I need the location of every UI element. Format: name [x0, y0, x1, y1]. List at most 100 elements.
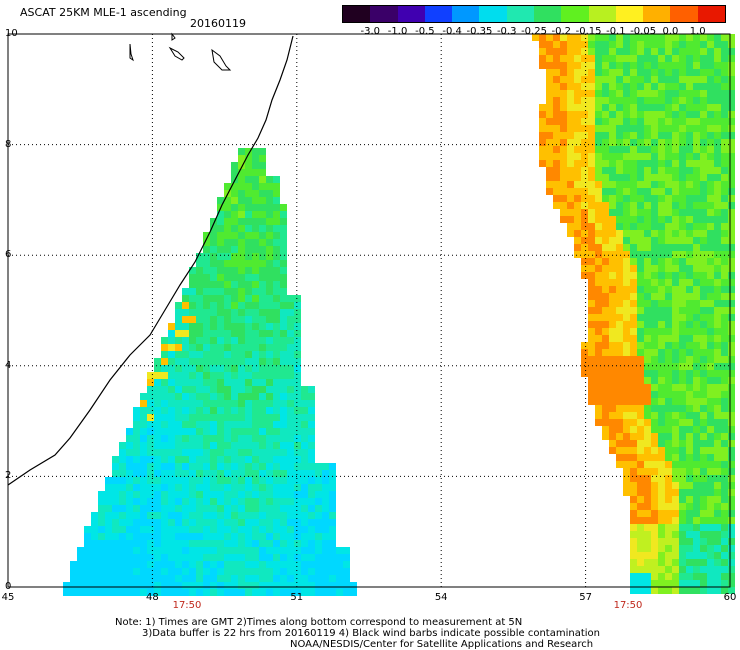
data-cell: [707, 160, 714, 167]
data-cell: [644, 391, 651, 398]
data-cell: [224, 561, 231, 568]
data-cell: [651, 300, 658, 307]
data-cell: [231, 554, 238, 561]
data-cell: [693, 587, 700, 594]
data-cell: [238, 442, 245, 449]
data-cell: [609, 258, 616, 265]
data-cell: [693, 76, 700, 83]
data-cell: [714, 328, 721, 335]
data-cell: [238, 246, 245, 253]
data-cell: [644, 307, 651, 314]
data-cell: [630, 440, 637, 447]
data-cell: [588, 244, 595, 251]
data-cell: [686, 104, 693, 111]
data-cell: [329, 526, 336, 533]
data-cell: [238, 505, 245, 512]
data-cell: [266, 218, 273, 225]
data-cell: [714, 433, 721, 440]
data-cell: [651, 587, 658, 594]
data-cell: [546, 34, 553, 41]
data-cell: [231, 547, 238, 554]
data-cell: [644, 111, 651, 118]
data-cell: [686, 272, 693, 279]
data-cell: [616, 244, 623, 251]
data-cell: [245, 218, 252, 225]
data-cell: [630, 426, 637, 433]
data-cell: [259, 561, 266, 568]
data-cell: [273, 309, 280, 316]
data-cell: [238, 428, 245, 435]
data-cell: [616, 286, 623, 293]
data-cell: [602, 349, 609, 356]
data-cell: [231, 162, 238, 169]
island: [171, 32, 176, 41]
data-cell: [182, 589, 189, 596]
data-cell: [329, 533, 336, 540]
data-cell: [672, 48, 679, 55]
data-cell: [273, 316, 280, 323]
data-cell: [616, 440, 623, 447]
data-cell: [595, 272, 602, 279]
data-cell: [707, 552, 714, 559]
data-cell: [280, 225, 287, 232]
data-cell: [630, 293, 637, 300]
data-cell: [651, 552, 658, 559]
data-cell: [700, 118, 707, 125]
data-cell: [623, 251, 630, 258]
data-cell: [588, 377, 595, 384]
data-cell: [714, 216, 721, 223]
data-cell: [280, 589, 287, 596]
data-cell: [595, 202, 602, 209]
data-cell: [217, 456, 224, 463]
data-cell: [693, 118, 700, 125]
data-cell: [693, 342, 700, 349]
data-cell: [161, 512, 168, 519]
data-cell: [651, 412, 658, 419]
data-cell: [147, 498, 154, 505]
data-cell: [238, 372, 245, 379]
data-cell: [84, 533, 91, 540]
data-cell: [189, 386, 196, 393]
data-cell: [595, 195, 602, 202]
data-cell: [672, 552, 679, 559]
data-cell: [728, 377, 735, 384]
data-cell: [252, 358, 259, 365]
data-cell: [721, 587, 728, 594]
data-cell: [182, 470, 189, 477]
data-cell: [686, 447, 693, 454]
data-cell: [196, 330, 203, 337]
data-cell: [644, 244, 651, 251]
data-cell: [672, 139, 679, 146]
data-cell: [588, 132, 595, 139]
data-cell: [630, 167, 637, 174]
data-cell: [126, 428, 133, 435]
data-cell: [210, 344, 217, 351]
data-cell: [637, 377, 644, 384]
data-cell: [210, 267, 217, 274]
data-cell: [644, 342, 651, 349]
data-cell: [231, 190, 238, 197]
data-cell: [637, 510, 644, 517]
data-cell: [658, 118, 665, 125]
data-cell: [686, 398, 693, 405]
data-cell: [700, 538, 707, 545]
data-cell: [588, 160, 595, 167]
data-cell: [175, 421, 182, 428]
data-cell: [623, 461, 630, 468]
data-cell: [224, 421, 231, 428]
data-cell: [651, 482, 658, 489]
data-cell: [644, 433, 651, 440]
data-cell: [609, 195, 616, 202]
data-cell: [245, 582, 252, 589]
data-cell: [665, 146, 672, 153]
data-cell: [588, 48, 595, 55]
data-cell: [728, 433, 735, 440]
data-cell: [602, 328, 609, 335]
data-cell: [147, 568, 154, 575]
data-cell: [672, 426, 679, 433]
x-tick-label: 57: [579, 592, 592, 603]
data-cell: [238, 407, 245, 414]
data-cell: [700, 419, 707, 426]
data-cell: [602, 62, 609, 69]
data-cell: [665, 587, 672, 594]
